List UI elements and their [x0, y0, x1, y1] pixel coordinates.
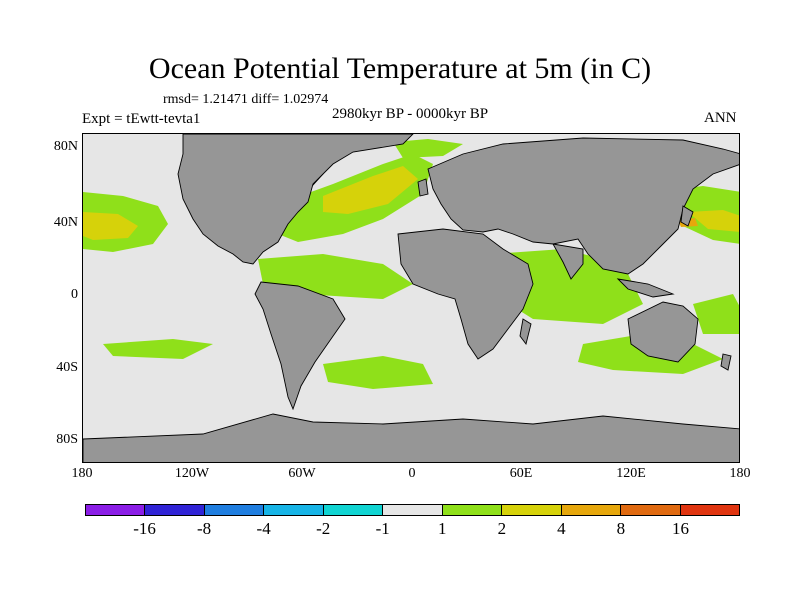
- land-north-america: [177, 134, 414, 265]
- anomaly-2-arctic: [393, 139, 463, 158]
- lat-tick-label: 40S: [56, 360, 78, 375]
- colorbar-label: 1: [438, 519, 447, 538]
- colorbar-segment: [264, 505, 324, 515]
- colorbar-segment: [86, 505, 146, 515]
- experiment-label: Expt = tEwtt-tevta1: [82, 111, 201, 127]
- colorbar-segment: [621, 505, 681, 515]
- lat-tick-label: 0: [71, 287, 78, 302]
- colorbar-segment: [442, 505, 503, 515]
- land-uk: [417, 178, 429, 197]
- colorbar-segment: [204, 505, 265, 515]
- lat-tick-label: 40N: [53, 215, 78, 230]
- land-japan: [680, 205, 694, 227]
- land-antarctica: [83, 413, 739, 462]
- colorbar-label: -16: [133, 519, 156, 538]
- colorbar-segment: [502, 505, 562, 515]
- land-new-zealand: [720, 353, 732, 371]
- lat-tick-label: 80S: [56, 432, 78, 447]
- map-svg: [83, 134, 739, 462]
- lon-tick-label: 120W: [174, 466, 210, 481]
- season-label: ANN: [704, 110, 737, 126]
- colorbar-label: -4: [256, 519, 271, 538]
- anomaly-4-npacific-west: [83, 212, 138, 240]
- anomaly-2-tasman: [693, 294, 739, 334]
- lon-tick-label: 0: [408, 466, 416, 481]
- anomaly-patches: [83, 139, 739, 389]
- colorbar: [85, 504, 740, 516]
- colorbar-segment: [145, 505, 205, 515]
- colorbar-segment: [680, 505, 739, 515]
- colorbar-label: 16: [671, 519, 689, 538]
- land-africa: [397, 228, 534, 360]
- anomaly-4-npacific-east: [688, 210, 739, 232]
- land-madagascar: [519, 318, 532, 346]
- anomaly-2-eq-pacific: [103, 339, 213, 359]
- lon-tick-label: 60E: [509, 466, 533, 481]
- lon-tick-label: 120E: [616, 466, 646, 481]
- land-europe-asia: [427, 137, 739, 275]
- colorbar-segment: [561, 505, 622, 515]
- colorbar-segment: [383, 505, 443, 515]
- stats-label: rmsd= 1.21471 diff= 1.02974: [163, 92, 329, 107]
- land-australia: [627, 301, 699, 363]
- lat-tick-label: 80N: [53, 139, 78, 154]
- land-south-america: [254, 281, 346, 411]
- colorbar-label: 2: [497, 519, 507, 538]
- lon-tick-label: 60W: [288, 466, 316, 481]
- anomaly-4-natlantic: [323, 166, 418, 214]
- colorbar-label: -8: [196, 519, 212, 538]
- period-label: 2980kyr BP - 0000kyr BP: [331, 106, 489, 122]
- lon-tick-label: 180: [729, 466, 751, 481]
- anomaly-2-south-atlantic: [323, 356, 433, 389]
- land-indonesia: [616, 278, 675, 298]
- colorbar-label: 8: [616, 519, 626, 538]
- colorbar-label: -2: [316, 519, 331, 538]
- colorbar-label: 4: [557, 519, 566, 538]
- map-panel: [82, 133, 740, 463]
- lon-tick-label: 180: [71, 466, 93, 481]
- colorbar-label: -1: [375, 519, 390, 538]
- land-masses: [83, 134, 739, 462]
- land-india: [552, 243, 584, 280]
- plot-title: Ocean Potential Temperature at 5m (in C): [148, 52, 652, 85]
- colorbar-segment: [323, 505, 384, 515]
